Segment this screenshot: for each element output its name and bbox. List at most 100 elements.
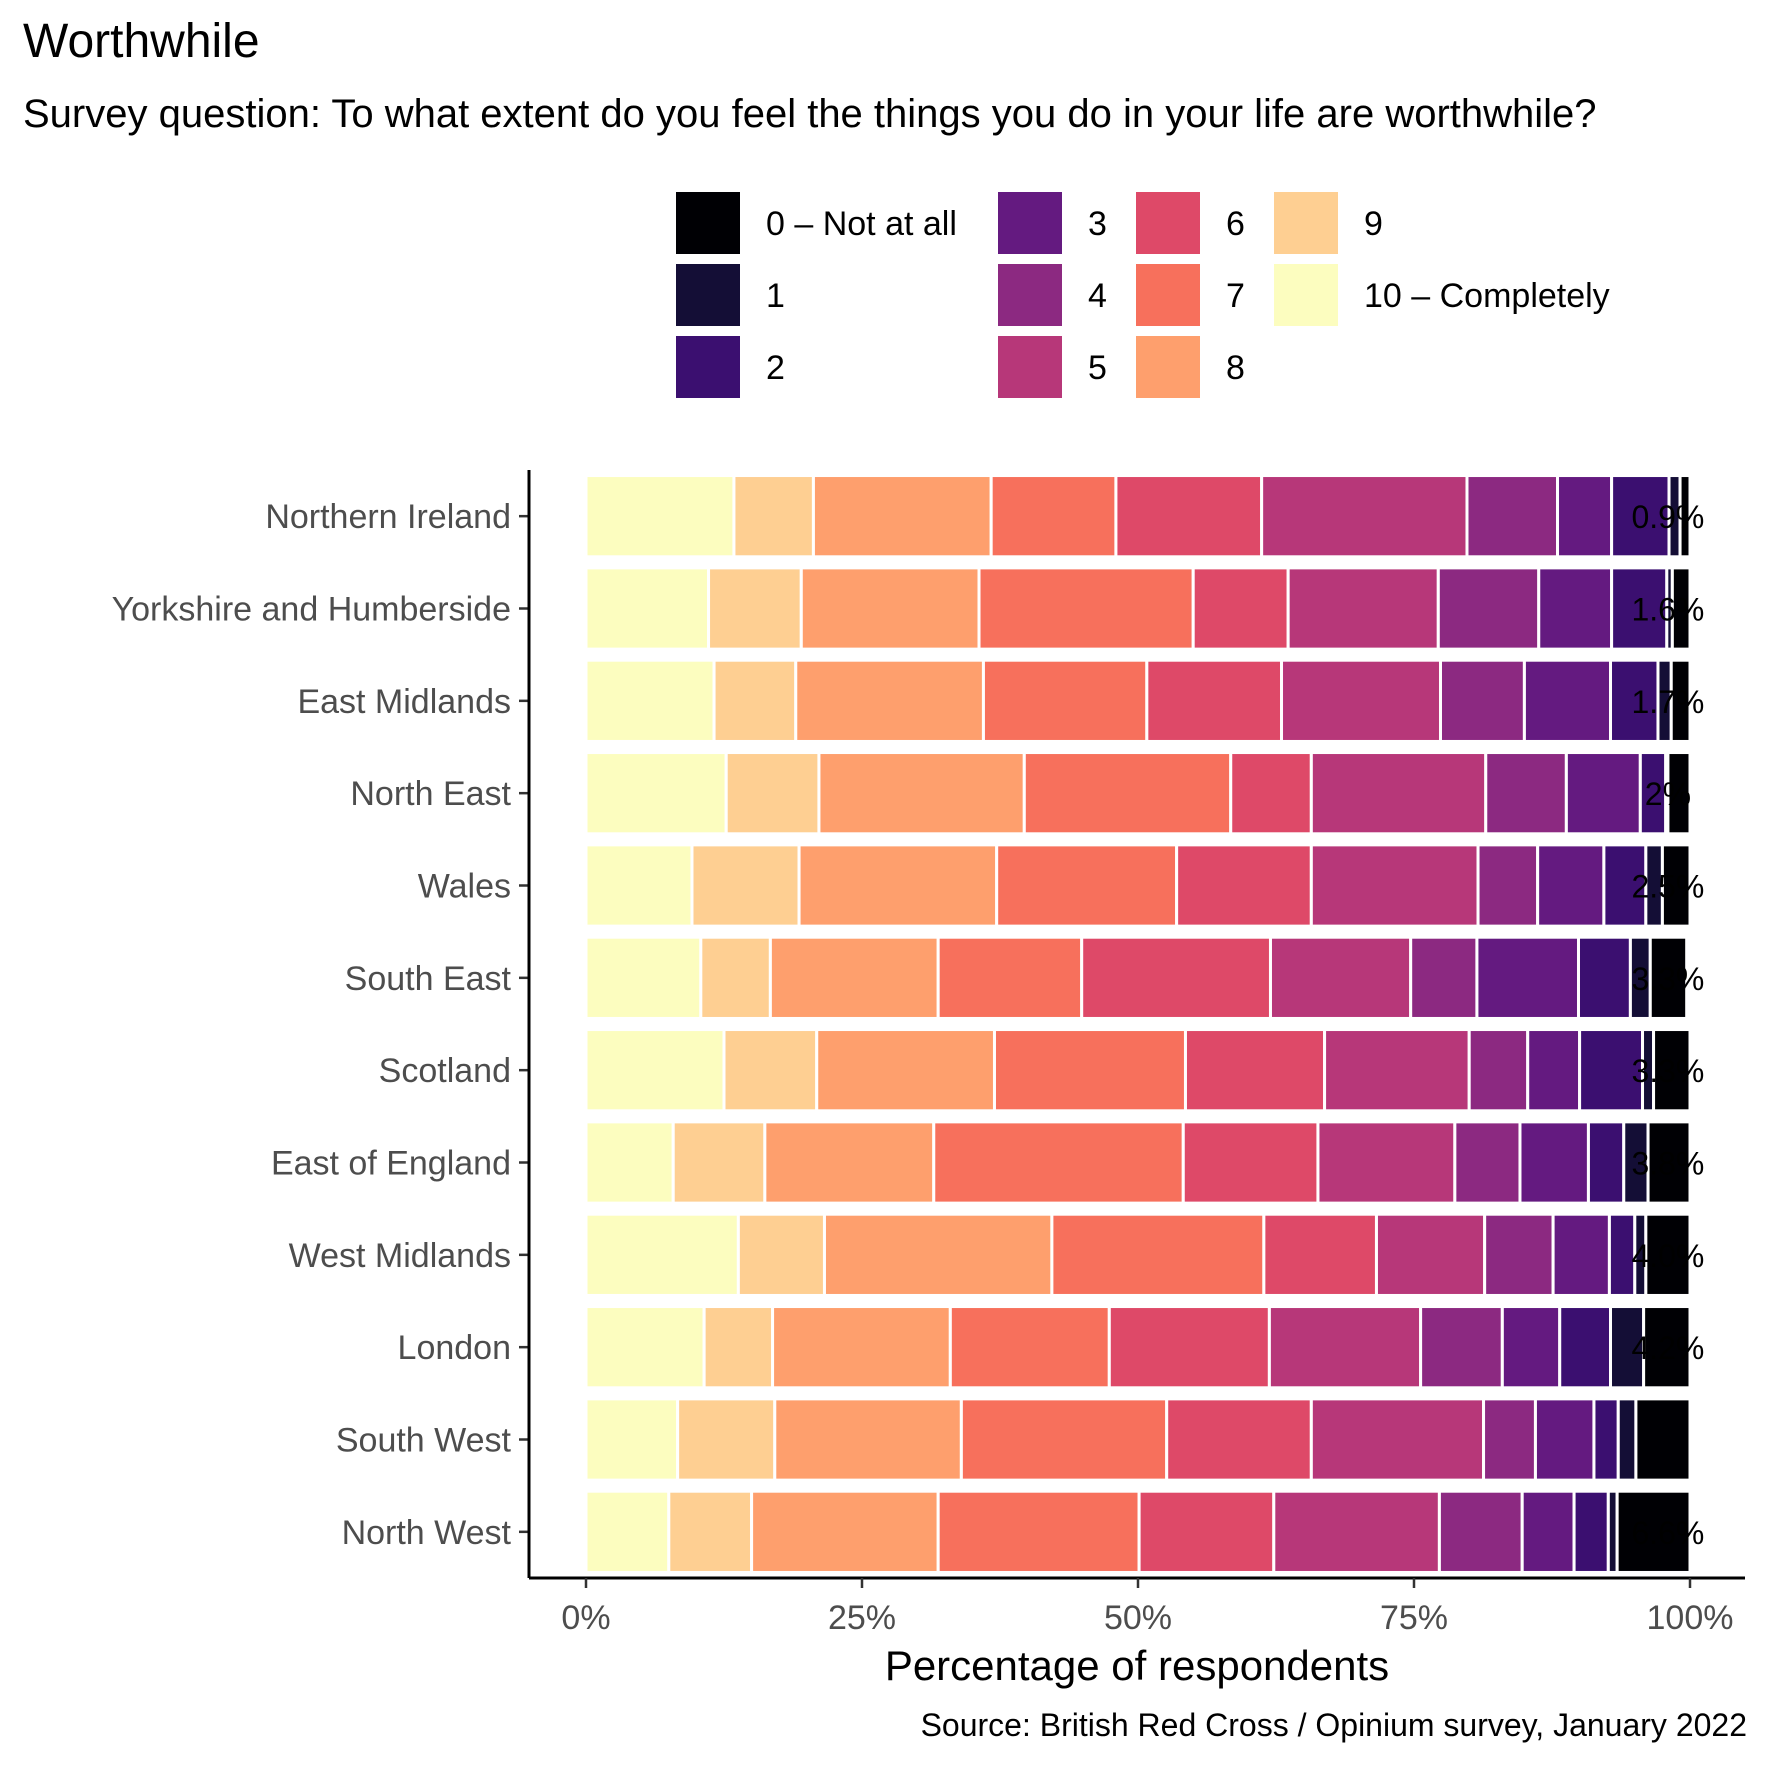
bar-segment-west-midlands-7 bbox=[1050, 1212, 1266, 1297]
bar-segment-northern-ireland-3 bbox=[1556, 474, 1614, 559]
y-tick-label: South West bbox=[336, 1422, 512, 1460]
y-tick-label: East Midlands bbox=[297, 683, 511, 721]
data-label-london: 4.2% bbox=[1631, 1330, 1704, 1366]
bar-segment-wales-5 bbox=[1309, 843, 1480, 928]
bar-segment-east-of-england-7 bbox=[932, 1120, 1185, 1205]
bar-segment-london-6 bbox=[1107, 1305, 1271, 1390]
x-tick-label: 100% bbox=[1647, 1599, 1734, 1637]
legend-label: 2 bbox=[766, 349, 785, 387]
legend-key-0-not-at-all bbox=[676, 192, 740, 254]
bar-segment-north-east-4 bbox=[1484, 751, 1568, 836]
legend-key-2 bbox=[676, 336, 740, 398]
bar-segment-south-east-5 bbox=[1268, 935, 1413, 1020]
legend-key-9 bbox=[1274, 192, 1338, 254]
bar-segment-south-east-3 bbox=[1475, 935, 1580, 1020]
bar-segment-west-midlands-8 bbox=[822, 1212, 1054, 1297]
legend-label: 1 bbox=[766, 277, 785, 315]
bar-segment-north-west-9 bbox=[667, 1489, 754, 1574]
legend-key-8 bbox=[1136, 336, 1200, 398]
bar-segment-wales-0-not-at-all bbox=[1660, 843, 1692, 928]
bar-segment-north-west-4 bbox=[1437, 1489, 1524, 1574]
bar-segment-east-midlands-7 bbox=[981, 658, 1149, 743]
bar-segment-south-east-9 bbox=[699, 935, 772, 1020]
bar-segment-south-west-1 bbox=[1616, 1397, 1638, 1482]
bar-segment-south-west-6 bbox=[1165, 1397, 1313, 1482]
bar-segment-london-4 bbox=[1419, 1305, 1504, 1390]
x-tick-label: 0% bbox=[561, 1599, 610, 1637]
legend-key-1 bbox=[676, 264, 740, 326]
bar-segment-south-east-8 bbox=[768, 935, 940, 1020]
data-label-east-midlands: 1.7% bbox=[1631, 684, 1704, 720]
bar-segment-scotland-3 bbox=[1526, 1028, 1582, 1113]
bar-segment-northern-ireland-0-not-at-all bbox=[1678, 474, 1692, 559]
bar-segment-east-midlands-8 bbox=[794, 658, 985, 743]
bar-segment-wales-10-completely bbox=[584, 843, 694, 928]
legend-label: 8 bbox=[1226, 349, 1245, 387]
bar-segment-northern-ireland-8 bbox=[811, 474, 993, 559]
y-tick-label: North West bbox=[342, 1514, 512, 1552]
bar-segment-west-midlands-3 bbox=[1551, 1212, 1611, 1297]
data-label-scotland: 3.3% bbox=[1631, 1053, 1704, 1089]
bar-segment-west-midlands-2 bbox=[1607, 1212, 1637, 1297]
bar-segment-north-west-6 bbox=[1137, 1489, 1276, 1574]
bar-segment-north-east-9 bbox=[724, 751, 821, 836]
bar-segment-south-west-10-completely bbox=[584, 1397, 680, 1482]
x-axis-title: Percentage of respondents bbox=[885, 1642, 1389, 1689]
bar-segment-northern-ireland-10-completely bbox=[584, 474, 736, 559]
legend-label: 0 – Not at all bbox=[766, 205, 957, 243]
bar-segment-yorkshire-and-humberside-5 bbox=[1286, 566, 1440, 651]
legend-label: 9 bbox=[1364, 205, 1383, 243]
bar-segment-north-east-0-not-at-all bbox=[1666, 751, 1692, 836]
bar-segment-wales-4 bbox=[1476, 843, 1540, 928]
bar-segment-south-west-5 bbox=[1309, 1397, 1486, 1482]
legend-label: 7 bbox=[1226, 277, 1245, 315]
legend-key-6 bbox=[1136, 192, 1200, 254]
bar-segment-northern-ireland-2 bbox=[1610, 474, 1671, 559]
bar-segment-east-of-england-8 bbox=[763, 1120, 936, 1205]
bar-segment-wales-3 bbox=[1536, 843, 1606, 928]
bar-segment-north-east-2 bbox=[1638, 751, 1668, 836]
bar-segment-south-west-2 bbox=[1592, 1397, 1620, 1482]
x-tick-label: 25% bbox=[828, 1599, 896, 1637]
bar-segment-yorkshire-and-humberside-3 bbox=[1537, 566, 1614, 651]
legend-key-5 bbox=[998, 336, 1062, 398]
bar-segment-south-east-2 bbox=[1576, 935, 1632, 1020]
bar-segment-east-of-england-3 bbox=[1518, 1120, 1590, 1205]
data-label-northern-ireland: 0.9% bbox=[1631, 499, 1704, 535]
legend-key-3 bbox=[998, 192, 1062, 254]
legend-label: 6 bbox=[1226, 205, 1245, 243]
bar-segment-east-midlands-5 bbox=[1280, 658, 1442, 743]
y-tick-label: South East bbox=[345, 960, 512, 998]
y-tick-label: East of England bbox=[271, 1145, 511, 1183]
bar-segment-scotland-5 bbox=[1323, 1028, 1471, 1113]
bar-segment-london-0-not-at-all bbox=[1642, 1305, 1692, 1390]
bar-segment-north-west-0-not-at-all bbox=[1615, 1489, 1692, 1574]
data-label-north-east: 2% bbox=[1645, 776, 1691, 812]
bar-segment-west-midlands-10-completely bbox=[584, 1212, 740, 1297]
legend-label: 4 bbox=[1088, 277, 1107, 315]
bar-segment-west-midlands-6 bbox=[1262, 1212, 1378, 1297]
data-label-west-midlands: 4.0% bbox=[1631, 1238, 1704, 1274]
bar-segment-london-7 bbox=[948, 1305, 1111, 1390]
bar-segment-north-west-5 bbox=[1272, 1489, 1441, 1574]
bar-segment-wales-8 bbox=[797, 843, 999, 928]
y-tick-label: London bbox=[398, 1329, 511, 1367]
bar-segment-wales-9 bbox=[690, 843, 801, 928]
bar-segment-north-west-2 bbox=[1572, 1489, 1610, 1574]
legend-label: 5 bbox=[1088, 349, 1107, 387]
legend-label: 10 – Completely bbox=[1364, 277, 1610, 315]
bar-segment-south-east-6 bbox=[1080, 935, 1272, 1020]
bar-segment-yorkshire-and-humberside-7 bbox=[977, 566, 1195, 651]
data-label-north-west: 6.6% bbox=[1631, 1515, 1704, 1551]
bar-segment-north-west-7 bbox=[936, 1489, 1141, 1574]
bar-segment-yorkshire-and-humberside-4 bbox=[1436, 566, 1541, 651]
bar-segment-south-west-8 bbox=[773, 1397, 963, 1482]
bar-segment-east-midlands-3 bbox=[1522, 658, 1613, 743]
bar-segment-yorkshire-and-humberside-9 bbox=[707, 566, 803, 651]
legend-key-10-completely bbox=[1274, 264, 1338, 326]
bar-segment-north-west-10-completely bbox=[584, 1489, 671, 1574]
y-tick-label: Wales bbox=[418, 868, 511, 906]
bar-segment-london-3 bbox=[1500, 1305, 1562, 1390]
bar-segment-yorkshire-and-humberside-8 bbox=[799, 566, 981, 651]
